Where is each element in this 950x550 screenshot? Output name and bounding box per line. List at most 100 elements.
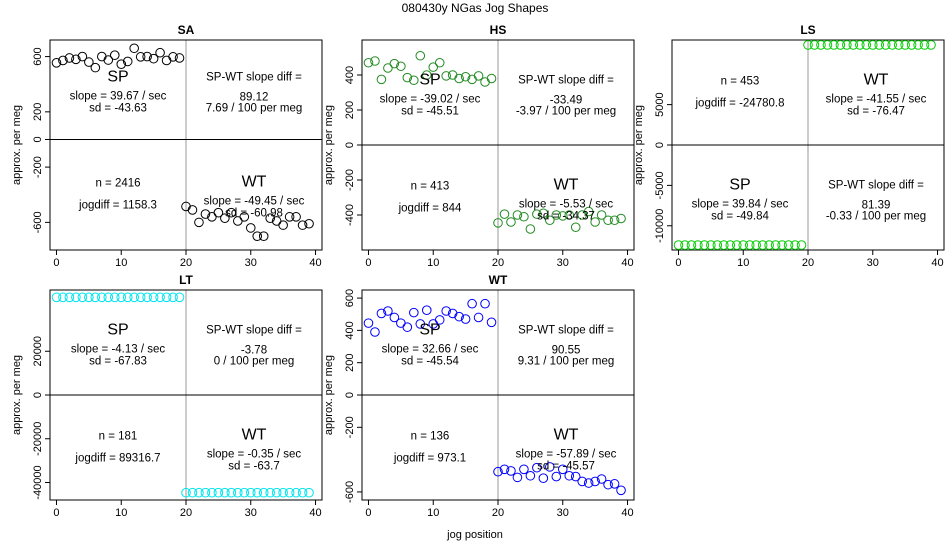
data-point — [803, 40, 813, 50]
data-point — [816, 40, 826, 50]
data-point — [822, 40, 833, 50]
x-tick-label: 10 — [115, 257, 127, 269]
diff-per-meg: 7.69 / 100 per meg — [206, 103, 303, 115]
data-point — [673, 240, 684, 250]
data-point — [168, 52, 178, 62]
n-count: n = 453 — [721, 76, 760, 88]
data-point — [616, 213, 626, 224]
data-point — [142, 292, 152, 303]
data-point — [421, 70, 432, 80]
data-point — [532, 462, 542, 473]
data-point — [551, 210, 562, 220]
diff-label: SP-WT slope diff = — [518, 325, 614, 337]
x-tick-label: 40 — [931, 257, 943, 269]
data-point — [71, 292, 81, 303]
data-point — [809, 40, 820, 50]
data-point — [297, 220, 308, 230]
sp-slope: slope = 39.84 / sec — [692, 199, 789, 211]
n-count: n = 413 — [411, 181, 450, 193]
x-tick-label: 0 — [365, 257, 371, 269]
data-point — [252, 487, 263, 498]
data-point — [564, 210, 575, 220]
diff-value: -3.78 — [241, 345, 267, 357]
data-point — [454, 73, 464, 84]
diff-value: 90.55 — [552, 345, 581, 357]
data-point — [376, 308, 387, 319]
x-tick-label: 0 — [365, 507, 371, 519]
data-point — [220, 213, 230, 224]
data-point — [583, 206, 594, 217]
data-point — [699, 240, 710, 250]
data-point — [855, 40, 865, 50]
y-tick-label: 600 — [32, 47, 44, 65]
x-tick-label: 20 — [180, 257, 192, 269]
data-point — [284, 487, 295, 498]
data-point — [245, 487, 256, 498]
wt-label: WT — [242, 174, 267, 191]
data-point — [200, 487, 211, 498]
data-point — [848, 40, 859, 50]
wt-sd: sd = -63.7 — [228, 461, 279, 473]
data-point — [603, 215, 613, 226]
data-point — [64, 53, 75, 63]
x-tick-label: 40 — [621, 257, 633, 269]
data-point — [564, 470, 575, 481]
wt-sd: sd = -60.98 — [225, 208, 283, 220]
data-point — [447, 70, 458, 80]
data-point — [155, 47, 165, 58]
diff-per-meg: -3.97 / 100 per meg — [516, 106, 616, 118]
data-point — [519, 211, 529, 222]
data-point — [506, 217, 516, 227]
data-point — [913, 40, 923, 50]
n-count: n = 136 — [411, 431, 450, 443]
data-point — [187, 205, 198, 215]
data-point — [874, 40, 885, 50]
data-point — [525, 224, 536, 234]
data-point — [135, 292, 146, 303]
x-tick-label: 40 — [309, 257, 321, 269]
data-point — [194, 217, 204, 228]
data-point — [434, 57, 445, 68]
y-axis-label: approx. per meg — [633, 105, 645, 185]
data-point — [370, 327, 380, 337]
data-point — [706, 240, 716, 250]
data-point — [545, 215, 555, 226]
y-tick-label: -40000 — [32, 465, 44, 499]
data-point — [454, 311, 464, 322]
data-point — [460, 71, 471, 82]
data-point — [409, 307, 419, 318]
y-tick-label: -200 — [344, 416, 356, 438]
diff-value: 81.39 — [862, 200, 891, 212]
data-point — [867, 40, 878, 50]
data-point — [712, 240, 723, 250]
data-point — [370, 56, 380, 66]
data-point — [460, 314, 471, 324]
data-point — [757, 240, 768, 250]
data-point — [207, 487, 217, 498]
x-tick-label: 40 — [621, 507, 633, 519]
data-point — [421, 305, 432, 315]
data-point — [499, 209, 510, 219]
data-point — [506, 466, 516, 476]
sp-label: SP — [107, 69, 128, 86]
y-tick-label: -5000 — [654, 171, 666, 199]
y-tick-label: 0 — [654, 142, 666, 148]
data-point — [258, 487, 269, 498]
y-tick-label: 200 — [344, 101, 356, 119]
data-point — [583, 478, 594, 488]
data-point — [680, 240, 690, 250]
data-point — [116, 292, 127, 303]
jogdiff: jogdiff = 973.1 — [393, 453, 466, 465]
data-point — [148, 53, 159, 64]
data-point — [686, 240, 697, 250]
data-point — [271, 487, 282, 498]
data-point — [161, 55, 172, 66]
wt-slope: slope = -41.55 / sec — [826, 94, 927, 106]
x-tick-label: 20 — [802, 257, 814, 269]
y-tick-label: 0 — [344, 142, 356, 148]
sp-sd: sd = -45.54 — [401, 356, 459, 368]
data-point — [97, 51, 107, 62]
data-point — [532, 209, 542, 219]
data-point — [538, 473, 549, 483]
